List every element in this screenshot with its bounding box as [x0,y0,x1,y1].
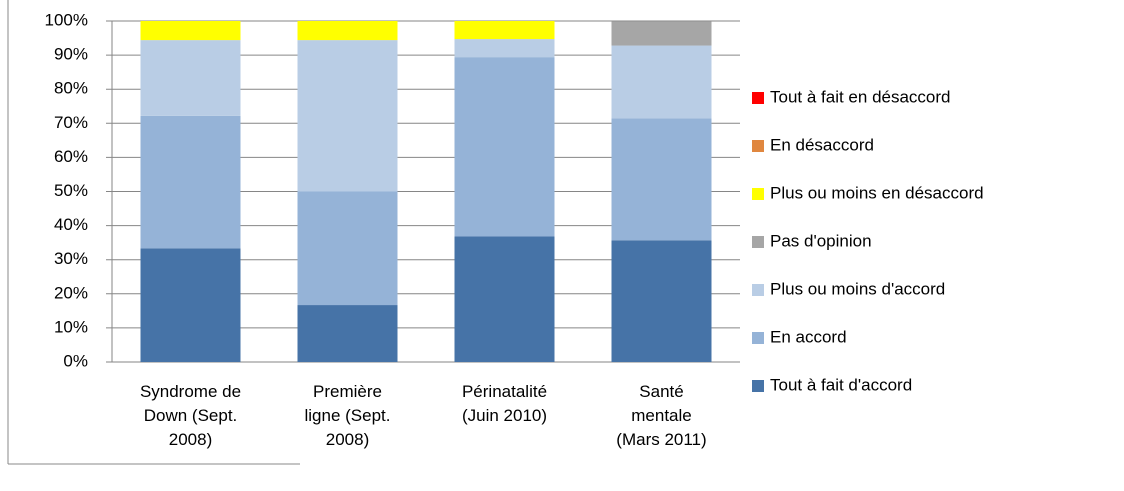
x-tick-label: Syndrome de Down (Sept. 2008) [139,382,242,449]
y-tick-label: 30% [54,249,88,268]
y-tick-label: 60% [54,147,88,166]
x-tick-label: Santé mentale (Mars 2011) [616,382,707,449]
bar-segment [140,40,241,116]
legend-label: En désaccord [770,135,874,154]
bar-segment [140,21,241,41]
legend-swatch [752,188,764,200]
y-tick-label: 100% [45,10,88,29]
legend-label: Tout à fait d'accord [770,375,912,394]
bar-segment [611,45,712,119]
bar-segment [454,57,555,237]
bar-segment [140,115,241,249]
legend-swatch [752,284,764,296]
legend-swatch [752,236,764,248]
legend-label: Plus ou moins en désaccord [770,183,984,202]
legend-swatch [752,92,764,104]
legend-swatch [752,380,764,392]
legend-label: Tout à fait en désaccord [770,87,951,106]
bar-segment [297,40,398,192]
x-tick-label: Périnatalité (Juin 2010) [461,382,548,425]
y-tick-label: 40% [54,215,88,234]
y-tick-label: 90% [54,45,88,64]
bar-segment [140,248,241,362]
legend-swatch [752,140,764,152]
bar-segment [454,236,555,362]
y-tick-label: 80% [54,79,88,98]
y-tick-label: 10% [54,317,88,336]
legend-swatch [752,332,764,344]
bar-segment [297,21,398,41]
bar-segment [611,21,712,46]
y-tick-label: 50% [54,181,88,200]
bar-segment [611,240,712,362]
legend-label: Pas d'opinion [770,231,872,250]
bar-segment [297,191,398,306]
legend-label: En accord [770,327,847,346]
bar-segment [454,39,555,58]
y-tick-label: 20% [54,283,88,302]
y-tick-label: 0% [63,351,88,370]
x-tick-label: Première ligne (Sept. 2008) [304,382,391,449]
bar-segment [297,305,398,362]
bar-segment [454,21,555,40]
legend-label: Plus ou moins d'accord [770,279,945,298]
bar-segment [611,118,712,241]
y-tick-label: 70% [54,113,88,132]
